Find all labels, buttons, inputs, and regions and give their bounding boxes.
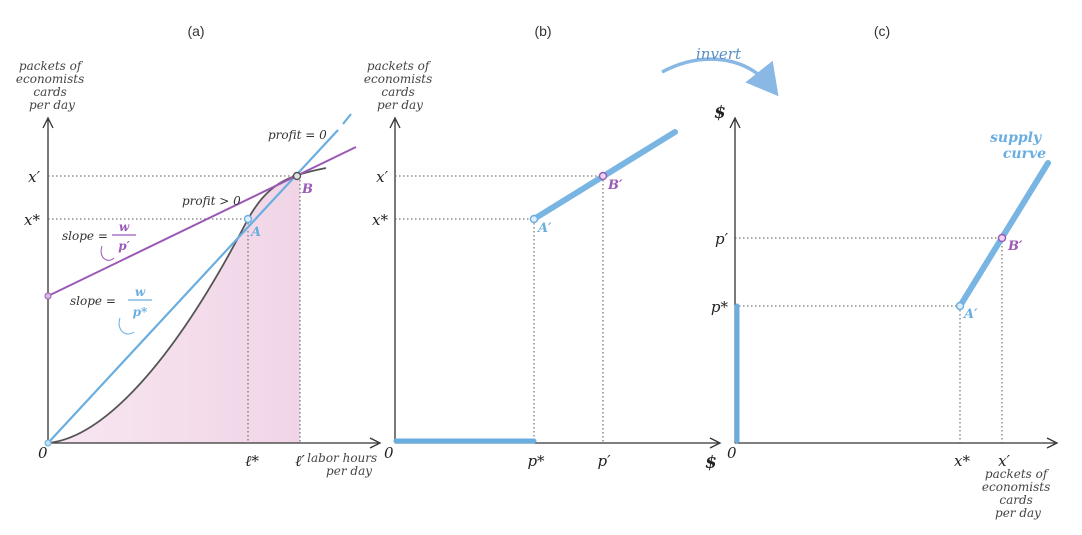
a-origin: 0 <box>38 444 48 462</box>
supply-curve-label: supply curve <box>990 130 1046 162</box>
point-A-prime-marker-b <box>529 214 539 224</box>
point-A-prime-marker-c <box>955 301 965 311</box>
isoprofit-line-p-prime <box>47 146 357 297</box>
a-y-axis-label: packets of economists cards per day <box>16 59 88 112</box>
point-B-label: B <box>301 182 313 197</box>
c-tick-x-star: x* <box>954 452 970 470</box>
a-tick-x-prime: x′ <box>28 168 40 186</box>
svg-text:p′: p′ <box>118 239 130 253</box>
panel-b: A′ B′ packets of economists cards per da… <box>364 59 722 473</box>
c-tick-p-star: p* <box>711 298 729 316</box>
b-tick-x-prime: x′ <box>376 168 388 186</box>
b-origin: 0 <box>384 444 394 462</box>
slope-label-star: slope = <box>70 294 116 308</box>
profit-zero-label: profit = 0 <box>268 128 327 142</box>
b-tick-x-star: x* <box>372 211 388 229</box>
c-x-axis-label: packets of economists cards per day <box>982 467 1054 520</box>
point-B-prime-label-c: B′ <box>1007 239 1023 254</box>
c-tick-x-prime: x′ <box>998 452 1010 470</box>
panel-label-c: (c) <box>874 23 890 39</box>
point-B-prime-label-b: B′ <box>607 178 623 193</box>
isoprofit-line-p-star <box>47 129 339 444</box>
b-tick-p-star: p* <box>527 452 545 470</box>
svg-text:w: w <box>135 285 146 299</box>
panel-a: A B profit = 0 profit > 0 slope = w p′ s… <box>16 59 382 478</box>
invert-label: invert <box>696 45 742 63</box>
a-tick-l-star: ℓ* <box>245 452 259 470</box>
b-y-axis-label: packets of economists cards per day <box>364 59 436 112</box>
panel-label-a: (a) <box>187 23 204 39</box>
point-B-prime-marker-c <box>997 233 1007 243</box>
point-A-label: A <box>249 225 261 240</box>
c-y-axis-label: $ <box>714 103 726 123</box>
point-A-marker <box>243 214 253 224</box>
a-tick-x-star: x* <box>24 211 40 229</box>
panel-label-b: (b) <box>534 23 551 39</box>
point-B-marker <box>292 171 302 181</box>
a-x-axis-label: labor hours per day <box>307 451 381 478</box>
a-tick-l-prime: ℓ′ <box>295 452 305 470</box>
c-tick-p-prime: p′ <box>715 230 729 248</box>
profit-positive-label: profit > 0 <box>182 194 241 208</box>
b-x-axis-label: $ <box>705 453 717 473</box>
point-B-prime-marker-b <box>598 171 608 181</box>
panel-c: A′ B′ supply curve $ packets of economis… <box>711 103 1059 520</box>
c-origin: 0 <box>727 444 737 462</box>
point-A-prime-label-c: A′ <box>962 307 978 322</box>
purple-intercept-point <box>44 292 52 300</box>
b-tick-p-prime: p′ <box>597 452 611 470</box>
svg-text:p*: p* <box>133 305 148 319</box>
slope-label-prime: slope = <box>62 229 108 243</box>
invert-arrow: invert <box>661 45 779 97</box>
point-A-prime-label-b: A′ <box>536 221 552 236</box>
svg-text:w: w <box>119 220 130 234</box>
